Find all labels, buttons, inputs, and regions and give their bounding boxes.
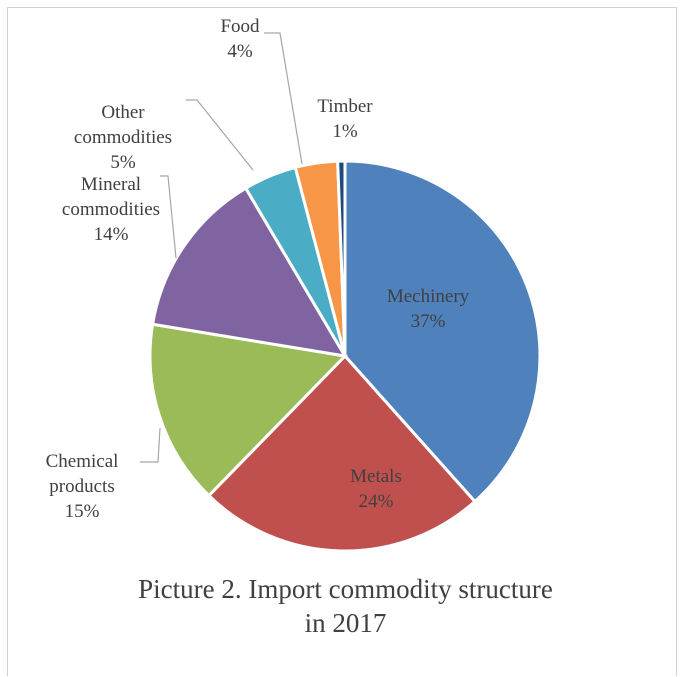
slice-percent-label: 24% [359, 491, 394, 512]
slice-label: Mineral commodities 14% [62, 174, 160, 245]
slice-percent-label: 4% [227, 41, 253, 62]
slice-label: Timber 1% [317, 96, 373, 142]
pie-chart: Mechinery 37% Metals 24% Chemical products 15%… [46, 16, 542, 553]
slice-percent-label: 1% [332, 121, 358, 142]
caption-line-1: Picture 2. Import commodity structure [138, 574, 553, 604]
slice-name-label: Mineral [81, 174, 141, 195]
leader-line [186, 99, 254, 171]
slice-name-label: Food [220, 16, 260, 37]
leader-line [160, 175, 177, 259]
slice-percent-label: 15% [65, 501, 100, 522]
pie-slice-mechinery [343, 159, 542, 504]
slice-label: Chemical products 15% [46, 451, 119, 522]
slice-percent-label: 5% [110, 152, 136, 173]
pie-slice-mineral-commodities [150, 186, 348, 359]
slice-name-label: Mechinery [387, 286, 470, 307]
slice-label: Metals 24% [350, 466, 402, 512]
pie-slice-chemical-products [148, 322, 349, 498]
slice-name-label: Chemical [46, 451, 119, 472]
slice-name-label: commodities [74, 127, 172, 148]
pie-slice-metals [206, 353, 477, 553]
slice-label: Food 4% [220, 16, 260, 62]
slice-name-label: products [49, 476, 114, 497]
leader-line [140, 427, 161, 463]
slice-label: Other commodities 5% [74, 102, 172, 173]
chart-caption: Picture 2. Import commodity structure in… [0, 572, 691, 640]
slice-name-label: Metals [350, 466, 402, 487]
pie-slices [148, 159, 542, 553]
slice-name-label: Other [101, 102, 145, 123]
slice-name-label: Timber [317, 96, 373, 117]
pie-slice-timber [336, 159, 347, 357]
slice-name-label: commodities [62, 199, 160, 220]
caption-line-2: in 2017 [304, 608, 387, 638]
slice-percent-label: 37% [411, 311, 446, 332]
slice-percent-label: 14% [94, 224, 129, 245]
slice-label: Mechinery 37% [387, 286, 470, 332]
chart-frame [7, 7, 677, 676]
leader-line [264, 32, 303, 165]
